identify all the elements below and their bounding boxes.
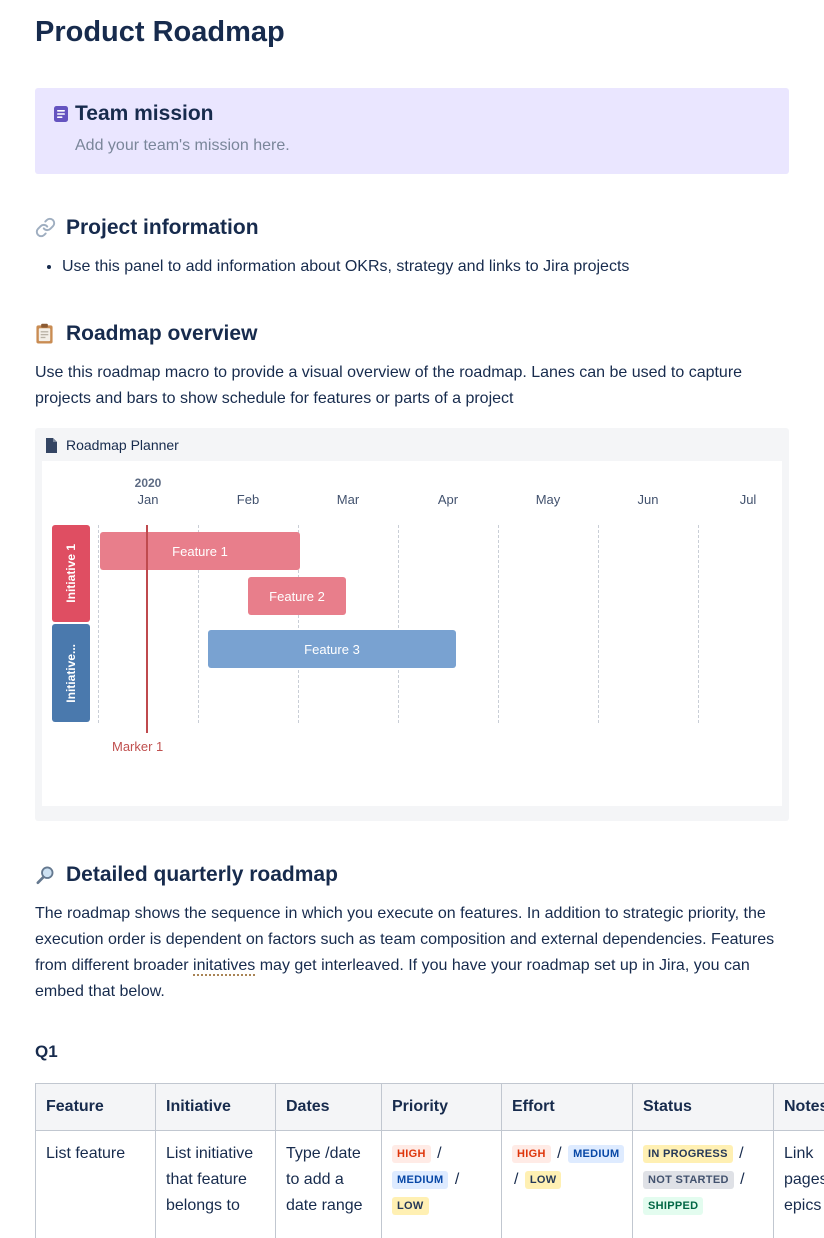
column-header-priority: Priority <box>381 1083 502 1131</box>
gridline <box>598 525 599 723</box>
body-text: may get interleaved. If you have your ro… <box>35 957 750 1000</box>
link-icon <box>35 217 56 238</box>
roadmap-overview-title: Roadmap overview <box>66 322 258 345</box>
gridline <box>398 525 399 723</box>
body-text: The roadmap shows the sequence in which … <box>35 905 775 974</box>
team-mission-title: Team mission <box>75 102 214 125</box>
status-in-progress-badge: IN PROGRESS <box>643 1145 733 1163</box>
initiative-cell: List initiative that feature belongs to <box>155 1130 276 1238</box>
roadmap-planner-macro[interactable]: Roadmap Planner 2020 Jan Feb Mar Apr May… <box>35 428 789 821</box>
dates-cell: Type /date to add a date range <box>275 1130 382 1238</box>
bar-label: Feature 2 <box>269 588 325 604</box>
priority-medium-badge: MEDIUM <box>392 1171 449 1189</box>
detailed-roadmap-title: Detailed quarterly roadmap <box>66 863 338 886</box>
gridline <box>298 525 299 723</box>
marker-label: Marker 1 <box>112 739 164 754</box>
effort-cell: HIGH / MEDIUM / LOW <box>501 1130 633 1238</box>
effort-low-badge: LOW <box>524 1171 562 1189</box>
content-page: Product Roadmap Team mission Add your te… <box>35 14 824 1238</box>
bar-feature-1: Feature 1 <box>100 532 300 570</box>
roadmap-planner-label-row: Roadmap Planner <box>45 437 782 453</box>
separator: / <box>739 1145 744 1162</box>
status-not-started-badge: NOT STARTED <box>643 1171 734 1189</box>
column-header-effort: Effort <box>501 1083 633 1131</box>
effort-high-badge: HIGH <box>512 1145 551 1163</box>
bar-label: Feature 1 <box>172 543 228 559</box>
separator: / <box>514 1171 519 1188</box>
status-shipped-badge: SHIPPED <box>643 1197 704 1215</box>
table-header-row: Feature Initiative Dates Priority Effort… <box>35 1083 824 1131</box>
column-header-dates: Dates <box>275 1083 382 1131</box>
priority-high-badge: HIGH <box>392 1145 431 1163</box>
separator: / <box>740 1171 745 1188</box>
lane-label: Initiative 1 <box>64 544 78 603</box>
lane-label: Initiative... <box>64 643 78 703</box>
month-label: Jul <box>739 492 757 507</box>
q1-roadmap-table: Feature Initiative Dates Priority Effort… <box>35 1083 824 1238</box>
bar-feature-3: Feature 3 <box>208 630 456 668</box>
gridline <box>198 525 199 723</box>
roadmap-planner-label: Roadmap Planner <box>66 437 179 453</box>
team-mission-body: Add your team's mission here. <box>75 137 290 154</box>
team-mission-header: Team mission <box>53 101 771 127</box>
bar-feature-2: Feature 2 <box>248 577 346 615</box>
detailed-roadmap-heading: Detailed quarterly roadmap <box>35 861 789 888</box>
q1-heading: Q1 <box>35 1042 58 1061</box>
feature-cell: List feature <box>35 1130 156 1238</box>
month-label: Jun <box>637 492 659 507</box>
page-title: Product Roadmap <box>35 16 285 48</box>
team-mission-panel: Team mission Add your team's mission her… <box>35 88 789 174</box>
priority-low-badge: LOW <box>392 1197 429 1215</box>
status-cell: IN PROGRESS / NOT STARTED / SHIPPED <box>632 1130 774 1238</box>
priority-cell: HIGH / MEDIUM / LOW <box>381 1130 502 1238</box>
bar-label: Feature 3 <box>304 641 360 657</box>
project-information-title: Project information <box>66 216 259 239</box>
timeline-year: 2020 <box>134 476 162 490</box>
column-header-initiative: Initiative <box>155 1083 276 1131</box>
table-row: List feature List initiative that featur… <box>35 1130 824 1238</box>
detailed-roadmap-body: The roadmap shows the sequence in which … <box>35 901 783 1005</box>
gridline <box>498 525 499 723</box>
project-information-list: Use this panel to add information about … <box>35 254 789 280</box>
roadmap-overview-heading: Roadmap overview <box>35 320 789 347</box>
roadmap-chart: 2020 Jan Feb Mar Apr May Jun Jul Initiat… <box>42 461 782 806</box>
separator: / <box>454 1171 460 1188</box>
lane-initiative-2: Initiative... <box>52 624 90 722</box>
lane-initiative-1: Initiative 1 <box>52 525 90 622</box>
month-label: Jan <box>137 492 159 507</box>
column-header-status: Status <box>632 1083 774 1131</box>
gridline <box>698 525 699 723</box>
clipboard-icon <box>35 323 56 344</box>
column-header-notes: Notes <box>773 1083 824 1131</box>
roadmap-overview-body: Use this roadmap macro to provide a visu… <box>35 364 743 407</box>
month-label: Apr <box>437 492 459 507</box>
document-icon <box>45 437 58 453</box>
month-label: Mar <box>336 492 360 507</box>
notes-cell: Link pages epics <box>773 1130 824 1238</box>
separator: / <box>557 1145 562 1162</box>
separator: / <box>437 1145 442 1162</box>
month-label: May <box>535 492 561 507</box>
magnifier-icon <box>35 865 56 885</box>
column-header-feature: Feature <box>35 1083 156 1131</box>
list-item: Use this panel to add information about … <box>62 254 789 280</box>
marker-line <box>146 525 148 733</box>
misspelled-word: initatives <box>193 957 256 976</box>
project-information-heading: Project information <box>35 214 789 241</box>
month-label: Feb <box>236 492 260 507</box>
gridline <box>98 525 99 723</box>
note-icon <box>53 105 69 123</box>
effort-medium-badge: MEDIUM <box>568 1145 625 1163</box>
